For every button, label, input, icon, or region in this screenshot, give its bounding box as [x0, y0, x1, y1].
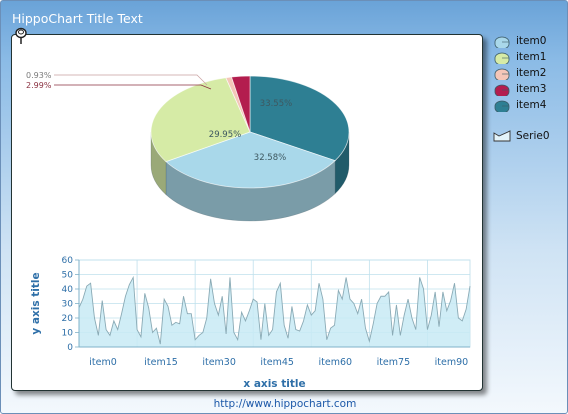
pie-swatch-icon — [494, 68, 510, 80]
pie-swatch-icon — [494, 36, 510, 48]
chart-card: 32.58% 29.95% 33.55% 0.93% 2.99% 0 10 20 30 40 50 6… — [11, 34, 483, 391]
x-tick-label: item90 — [435, 357, 469, 368]
y-tick-label: 10 — [62, 329, 74, 339]
pin-icon[interactable] — [13, 27, 29, 45]
x-tick-label: item15 — [144, 357, 178, 368]
area-line-serie0 — [78, 275, 471, 345]
pie-slice-item0 — [165, 131, 336, 189]
y-tick-label: 40 — [62, 285, 74, 295]
pie-swatch-icon — [494, 84, 510, 96]
x-tick-label: item0 — [89, 357, 117, 368]
pie-slice-item4 — [249, 75, 350, 162]
area-swatch-icon — [493, 130, 511, 142]
pie-slice-item3 — [230, 75, 251, 133]
chart-title: HippoChart Title Text — [12, 11, 143, 26]
pie-value-label-item4: 33.55% — [260, 99, 292, 109]
pie-value-label-item0: 32.58% — [254, 153, 286, 163]
pie-swatch-icon — [494, 52, 510, 64]
legend-label: item2 — [516, 67, 547, 79]
chart-canvas: 32.58% 29.95% 33.55% 0.93%2.99% 0 10 20 30 40 50 6… — [26, 71, 471, 390]
x-tick-label: item45 — [260, 357, 294, 368]
legend-label: Serie0 — [516, 130, 550, 142]
pie-leader-line-item3 — [54, 84, 212, 90]
legend-label: item3 — [516, 83, 547, 95]
y-tick-label: 50 — [62, 271, 74, 281]
y-axis-title: y axis title — [30, 272, 42, 334]
legend-label: item4 — [516, 99, 547, 111]
x-tick-label: item30 — [202, 357, 236, 368]
y-tick-label: 0 — [67, 343, 73, 353]
pie-value-label-item1: 29.95% — [209, 130, 241, 140]
x-axis-title: x axis title — [243, 378, 305, 390]
y-tick-label: 60 — [62, 256, 74, 266]
pie-slice-item1 — [150, 77, 251, 163]
x-tick-label: item60 — [318, 357, 352, 368]
pie-leader-line-item2 — [54, 74, 208, 86]
pie-value-label-item3: 2.99% — [26, 81, 52, 90]
pie-swatch-icon — [494, 100, 510, 112]
x-tick-label: item75 — [377, 357, 411, 368]
y-tick-label: 30 — [62, 300, 74, 310]
y-tick-label: 20 — [62, 314, 74, 324]
pie-value-label-item2: 0.93% — [26, 71, 52, 80]
legend-label: item1 — [516, 51, 547, 63]
footer-link[interactable]: http://www.hippochart.com — [213, 398, 357, 410]
legend-label: item0 — [516, 35, 547, 47]
